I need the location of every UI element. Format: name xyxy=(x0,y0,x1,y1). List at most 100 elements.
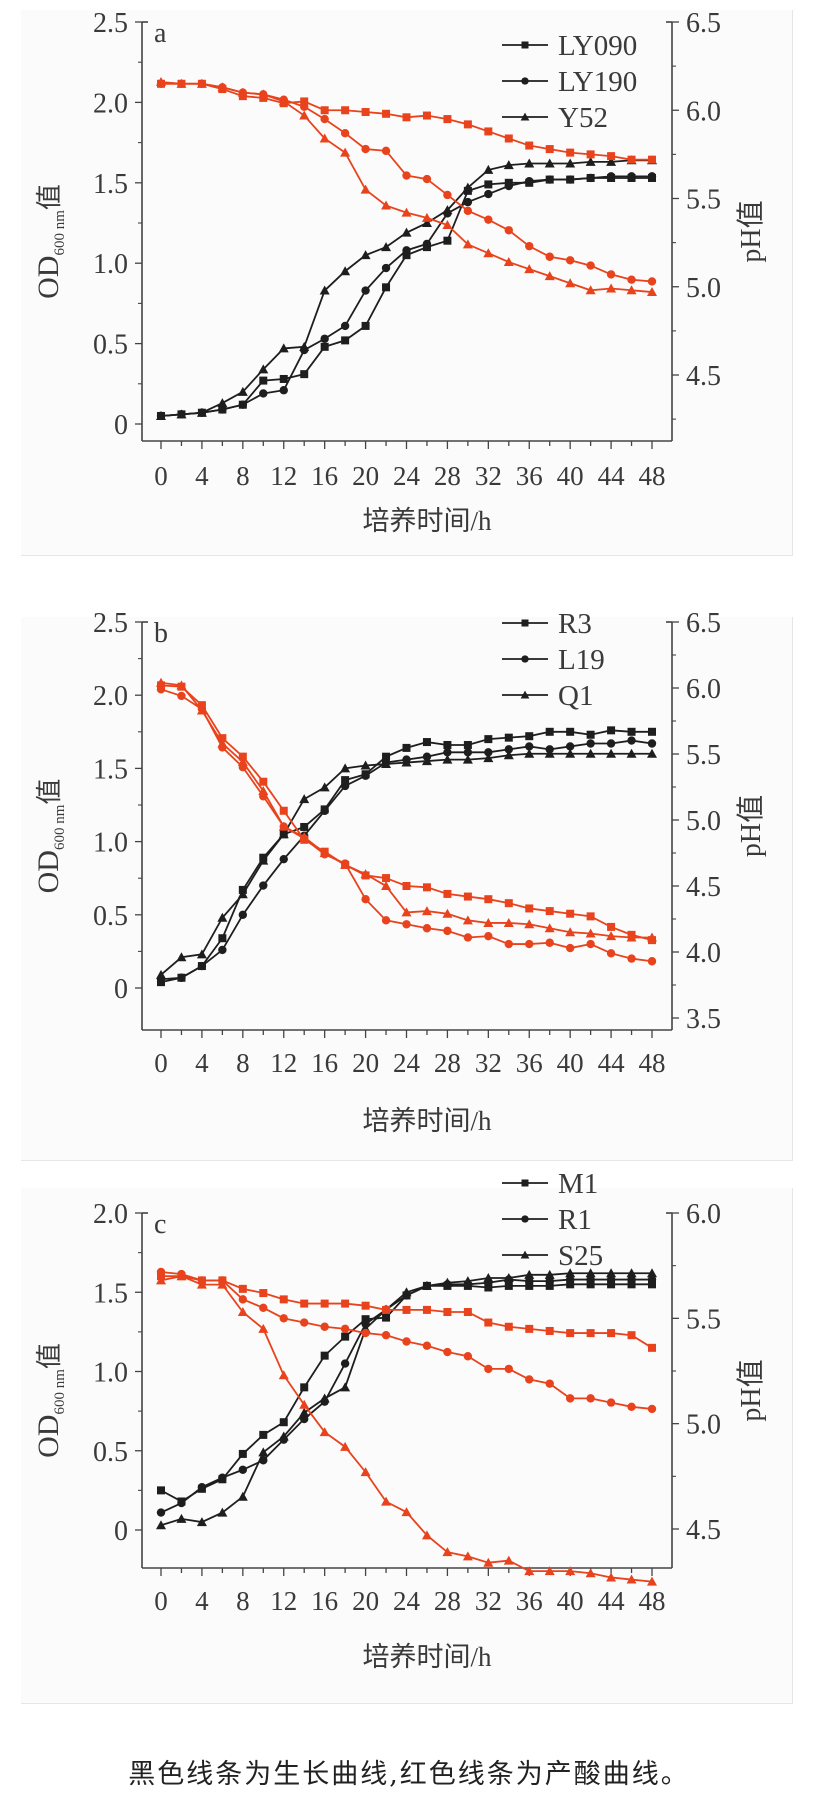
data-point xyxy=(648,727,656,736)
data-point xyxy=(585,748,596,758)
legend-label: Y52 xyxy=(558,102,608,134)
data-point xyxy=(300,370,309,379)
data-point xyxy=(402,113,411,122)
data-point xyxy=(545,175,554,184)
data-point xyxy=(462,239,473,249)
data-point xyxy=(382,1313,391,1322)
data-point xyxy=(463,892,472,901)
data-point xyxy=(421,756,432,766)
data-point xyxy=(647,1404,657,1414)
legend-label: L19 xyxy=(558,644,605,676)
right-y-tick-label: 3.5 xyxy=(686,1004,721,1035)
data-point xyxy=(319,782,330,792)
data-point xyxy=(320,342,329,351)
data-point xyxy=(545,1276,554,1286)
data-point xyxy=(627,275,636,284)
data-point xyxy=(484,1318,493,1327)
data-point xyxy=(177,691,186,701)
x-tick-label: 36 xyxy=(516,461,543,491)
data-point xyxy=(196,1517,207,1527)
data-point xyxy=(525,904,534,913)
data-point xyxy=(606,931,617,941)
x-tick-label: 12 xyxy=(270,461,297,491)
data-point xyxy=(647,172,657,181)
data-point xyxy=(545,907,554,916)
data-point xyxy=(422,738,431,747)
data-point xyxy=(503,1555,514,1565)
data-point xyxy=(300,97,309,106)
data-point xyxy=(586,912,595,921)
x-tick-label: 32 xyxy=(475,1586,502,1616)
x-tick-label: 16 xyxy=(311,461,338,491)
data-point xyxy=(545,1379,554,1388)
data-point xyxy=(156,410,166,420)
left-y-axis-label-subscript: 600 nm xyxy=(52,210,68,256)
data-point xyxy=(217,398,228,408)
data-point xyxy=(626,285,637,295)
data-point xyxy=(606,1268,617,1278)
data-point xyxy=(341,106,350,115)
data-point xyxy=(627,172,636,181)
x-tick-label: 0 xyxy=(154,1048,168,1078)
data-point xyxy=(299,832,310,842)
series-y52-ph xyxy=(156,77,657,297)
data-point xyxy=(340,1324,350,1334)
data-point xyxy=(340,763,351,773)
left-y-axis-label: OD600 nm值 xyxy=(32,1343,68,1458)
data-point xyxy=(401,907,412,917)
data-point xyxy=(545,1326,554,1335)
data-point xyxy=(237,87,248,97)
data-point xyxy=(401,227,412,237)
data-point xyxy=(258,1447,269,1457)
data-point xyxy=(238,910,248,919)
data-point xyxy=(218,405,227,414)
legend-marker xyxy=(521,1179,529,1187)
data-point xyxy=(300,1318,309,1327)
left-y-tick-label: 0 xyxy=(114,410,128,441)
legend-marker xyxy=(520,690,530,699)
data-point xyxy=(586,1329,595,1338)
data-point xyxy=(484,748,493,757)
data-point xyxy=(525,141,534,150)
left-y-tick-label: 2.0 xyxy=(93,1199,128,1230)
x-tick-label: 12 xyxy=(270,1586,297,1616)
data-point xyxy=(320,106,329,115)
data-point xyxy=(545,727,554,736)
data-point xyxy=(402,743,411,752)
data-point xyxy=(382,752,391,761)
data-point xyxy=(504,226,513,235)
series-q1 xyxy=(156,748,657,979)
data-point xyxy=(525,241,534,251)
data-point xyxy=(586,730,595,739)
data-point xyxy=(341,1299,350,1308)
right-y-tick-label: 5.5 xyxy=(686,1304,721,1335)
panel-a-background xyxy=(21,10,793,556)
data-point xyxy=(421,906,432,916)
data-point xyxy=(360,250,371,260)
x-tick-label: 44 xyxy=(598,1586,626,1616)
data-point xyxy=(525,1375,534,1384)
data-point xyxy=(381,759,392,769)
data-point xyxy=(217,738,228,748)
data-point xyxy=(238,1284,247,1293)
data-point xyxy=(176,409,187,419)
x-tick-label: 24 xyxy=(393,1586,421,1616)
right-y-tick-label: 6.0 xyxy=(686,674,721,705)
data-point xyxy=(607,726,616,735)
left-y-axis-title: OD600 nm值 xyxy=(32,1343,68,1458)
data-point xyxy=(360,760,371,770)
data-point xyxy=(176,1271,187,1281)
data-point xyxy=(647,1268,657,1278)
data-point xyxy=(483,164,494,174)
right-y-tick-label: 4.0 xyxy=(686,938,721,969)
data-point xyxy=(462,1276,473,1286)
data-point xyxy=(259,881,268,890)
data-point xyxy=(524,919,535,929)
data-point xyxy=(361,771,370,780)
data-point xyxy=(381,263,391,273)
right-y-tick-label: 6.5 xyxy=(686,8,721,39)
data-point xyxy=(585,285,596,295)
legend-entry: R1 xyxy=(502,1204,592,1236)
data-point xyxy=(627,1402,636,1412)
